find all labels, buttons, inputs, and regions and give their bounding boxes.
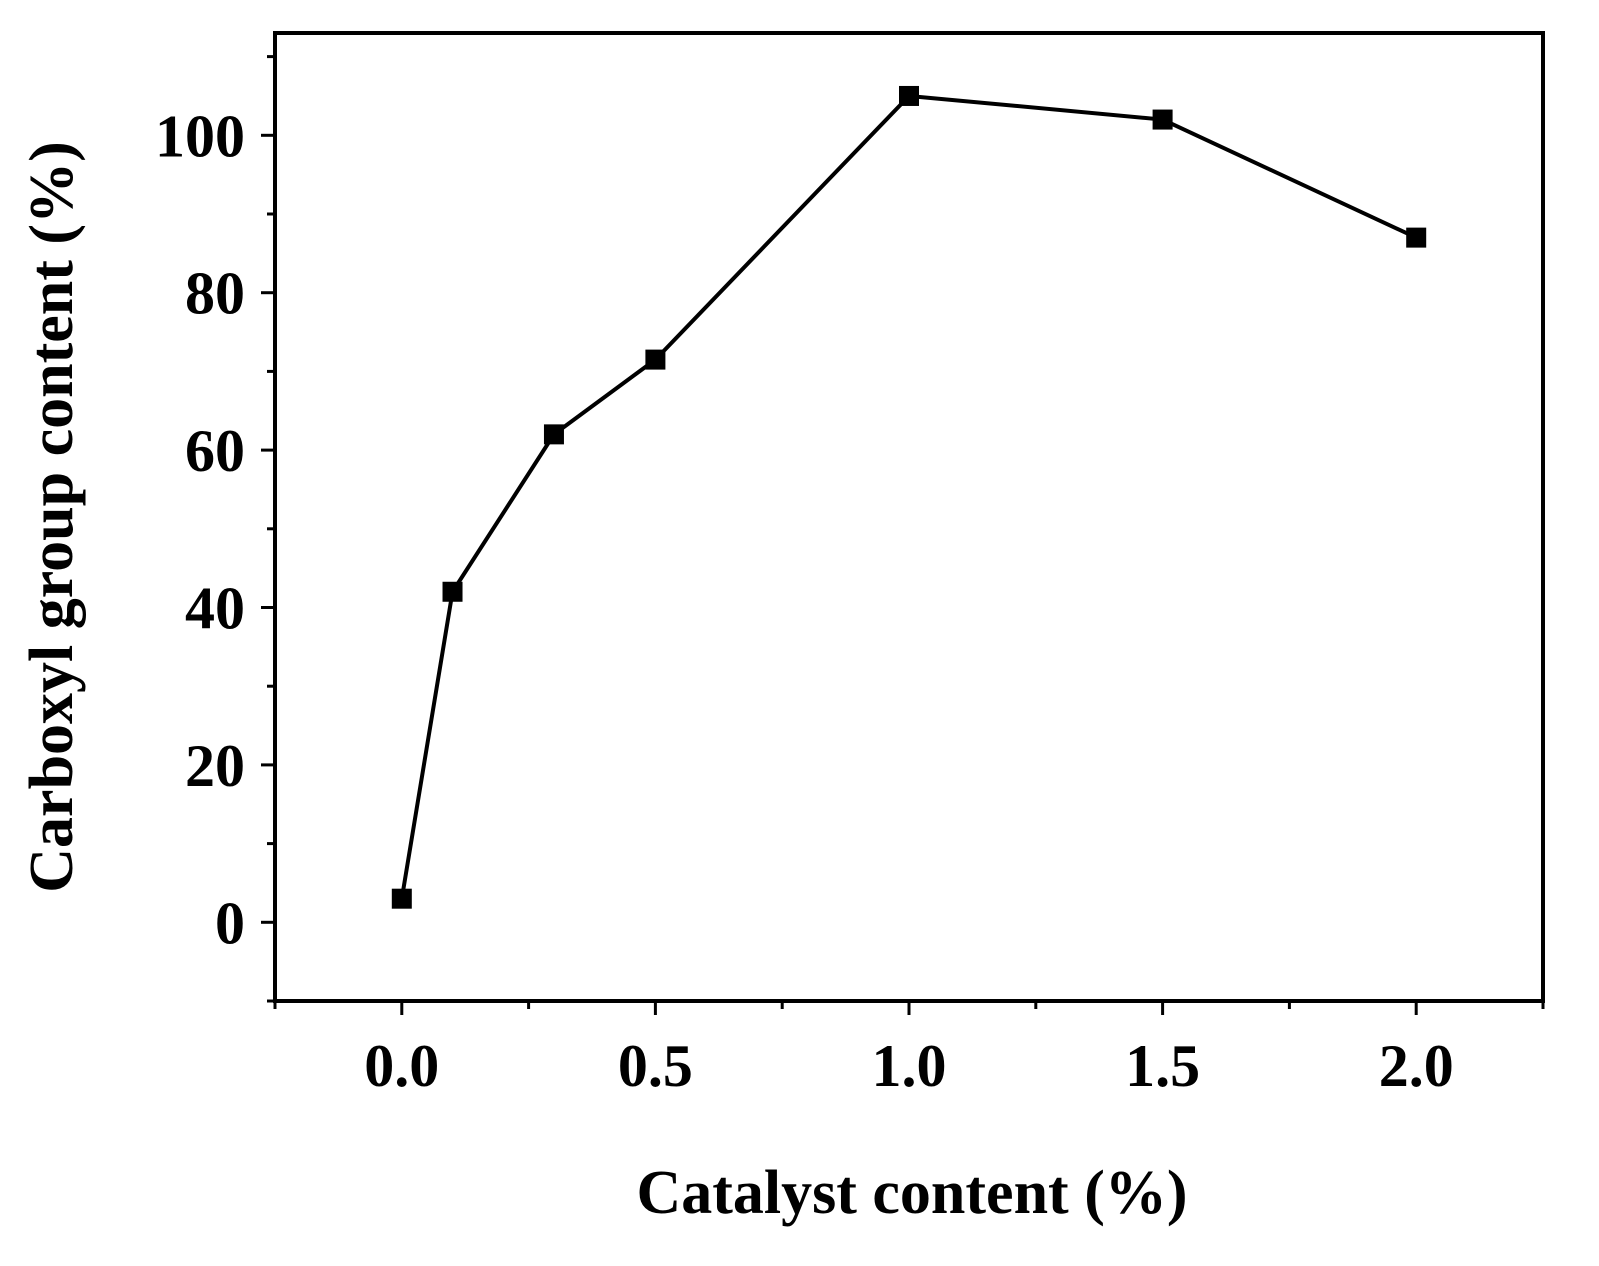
y-axis-title: Carboxyl group content (%)	[18, 141, 86, 892]
x-axis-title: Catalyst content (%)	[636, 1159, 1187, 1227]
data-point	[442, 581, 463, 602]
y-tick-label: 60	[185, 418, 245, 484]
labels-layer: 0.0 0.5 1.0 1.5 2.0 0 20 40 60 80 100	[155, 103, 1454, 1099]
x-tick-label: 2.0	[1379, 1033, 1454, 1099]
plot-frame	[273, 31, 1545, 1003]
y-tick-label: 0	[215, 890, 245, 956]
y-tick-label: 20	[185, 733, 245, 799]
x-tick-label: 1.0	[872, 1033, 947, 1099]
data-point	[1152, 109, 1173, 130]
y-tick-label: 80	[185, 261, 245, 327]
data-point	[899, 85, 919, 106]
data-point	[645, 349, 666, 370]
x-tick-label: 0.0	[364, 1033, 439, 1099]
data-point	[1406, 227, 1427, 248]
y-tick-label: 100	[155, 103, 245, 169]
x-tick-label: 1.5	[1125, 1033, 1200, 1099]
x-tick-label: 0.5	[618, 1033, 693, 1099]
series-layer	[391, 85, 1427, 909]
data-point	[391, 888, 412, 909]
data-point	[543, 424, 564, 445]
y-tick-label: 40	[185, 576, 245, 642]
